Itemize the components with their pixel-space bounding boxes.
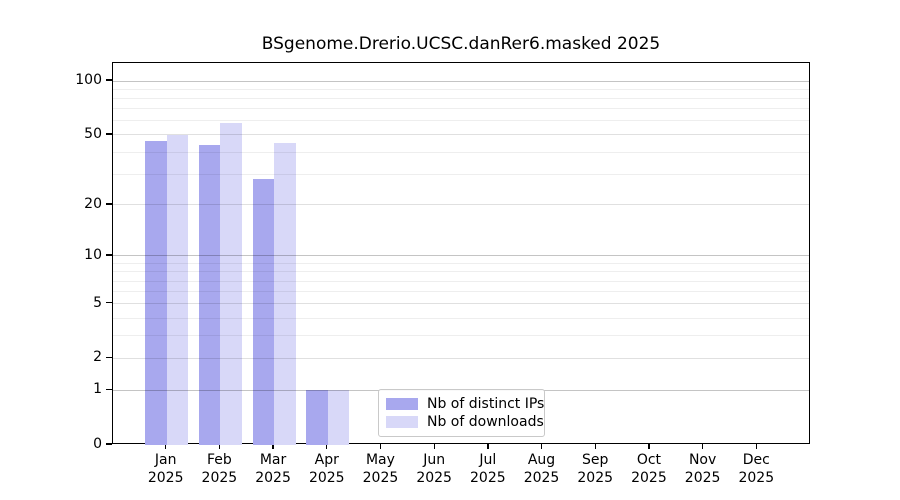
y-tick-0 (106, 443, 112, 445)
month-label: Dec (742, 452, 770, 468)
month-label: Aug (527, 452, 556, 468)
y-tick-2 (106, 356, 112, 359)
year-label: 2025 (684, 470, 721, 486)
gridline-y-60 (113, 120, 809, 122)
bar-distinct-ips (145, 141, 167, 445)
plot-area (112, 62, 810, 445)
year-label: 2025 (147, 470, 184, 486)
bar-downloads (166, 134, 189, 445)
bar-distinct-ips (306, 390, 328, 445)
downloads-swatch (386, 416, 418, 429)
y-tick-10 (106, 254, 112, 256)
month-label: Jul (479, 452, 497, 468)
gridline-y-90 (113, 88, 809, 90)
x-tick-Jun (433, 444, 435, 449)
bar-distinct-ips (252, 179, 275, 445)
month-label: Sep (582, 452, 609, 468)
year-label: 2025 (470, 470, 506, 486)
y-tick-label-10: 10 (84, 246, 102, 263)
chart-title: BSgenome.Drerio.UCSC.danRer6.masked 2025 (261, 34, 661, 54)
x-tick-Mar (272, 444, 274, 449)
legend-label: Nb of downloads (427, 414, 544, 431)
y-tick-label-0: 0 (93, 436, 102, 452)
x-tick-Oct (648, 444, 650, 449)
x-tick-label-Sep: Sep 2025 (555, 451, 635, 487)
gridline-y-100 (113, 80, 809, 82)
bar-downloads (220, 123, 242, 445)
year-label: 2025 (523, 470, 560, 486)
month-label: Apr (314, 452, 339, 468)
legend-item-distinct-ips: Nb of distinct IPs (386, 396, 544, 412)
year-label: 2025 (738, 470, 775, 486)
year-label: 2025 (577, 470, 614, 486)
y-tick-1 (106, 388, 112, 391)
month-label: Jan (154, 452, 177, 468)
x-tick-Jan (165, 444, 167, 449)
x-tick-label-Nov: Nov 2025 (663, 451, 743, 487)
x-tick-label-May: May 2025 (340, 451, 420, 487)
legend-item-downloads: Nb of downloads (386, 414, 544, 430)
bar-downloads (327, 390, 350, 445)
y-tick-label-2: 2 (93, 349, 102, 366)
x-tick-label-Jul: Jul 2025 (448, 451, 528, 487)
x-tick-label-Aug: Aug 2025 (502, 451, 582, 487)
x-tick-Jul (487, 444, 489, 449)
x-tick-label-Feb: Feb 2025 (179, 451, 259, 487)
year-label: 2025 (362, 470, 399, 486)
gridline-y-50 (113, 134, 809, 136)
y-tick-label-5: 5 (93, 294, 102, 311)
y-tick-20 (106, 203, 112, 205)
y-tick-5 (106, 302, 112, 304)
month-label: Mar (259, 452, 287, 468)
y-tick-label-50: 50 (84, 125, 102, 142)
month-label: Nov (688, 452, 717, 468)
legend-label: Nb of distinct IPs (427, 395, 545, 412)
distinct-ips-swatch (386, 397, 418, 410)
x-tick-Feb (218, 444, 221, 449)
legend: Nb of distinct IPs Nb of downloads (378, 389, 545, 437)
gridline-y-70 (113, 108, 809, 110)
year-label: 2025 (416, 470, 452, 486)
gridline-y-80 (113, 97, 809, 99)
year-label: 2025 (631, 470, 667, 486)
x-tick-label-Apr: Apr 2025 (287, 451, 367, 487)
y-tick-100 (106, 79, 112, 81)
x-tick-Aug (540, 444, 543, 449)
year-label: 2025 (308, 470, 345, 486)
bar-downloads (274, 143, 296, 445)
x-tick-Apr (326, 444, 328, 449)
x-tick-label-Oct: Oct 2025 (609, 451, 689, 487)
x-tick-Dec (755, 444, 757, 449)
month-label: May (365, 452, 395, 468)
y-tick-label-1: 1 (93, 381, 102, 398)
x-tick-Sep (594, 444, 596, 449)
x-tick-label-Dec: Dec 2025 (716, 451, 796, 487)
month-label: Feb (206, 452, 232, 468)
year-label: 2025 (201, 470, 238, 486)
y-tick-label-100: 100 (75, 72, 102, 89)
x-tick-label-Jun: Jun 2025 (394, 451, 474, 487)
month-label: Jun (423, 452, 446, 468)
year-label: 2025 (255, 470, 291, 486)
x-tick-Nov (702, 444, 704, 449)
bar-distinct-ips (198, 144, 221, 445)
month-label: Oct (636, 452, 662, 468)
x-tick-label-Jan: Jan 2025 (126, 451, 206, 487)
y-tick-50 (106, 133, 112, 135)
x-tick-label-Mar: Mar 2025 (233, 451, 313, 487)
y-tick-label-20: 20 (84, 195, 102, 212)
x-tick-May (379, 444, 382, 449)
